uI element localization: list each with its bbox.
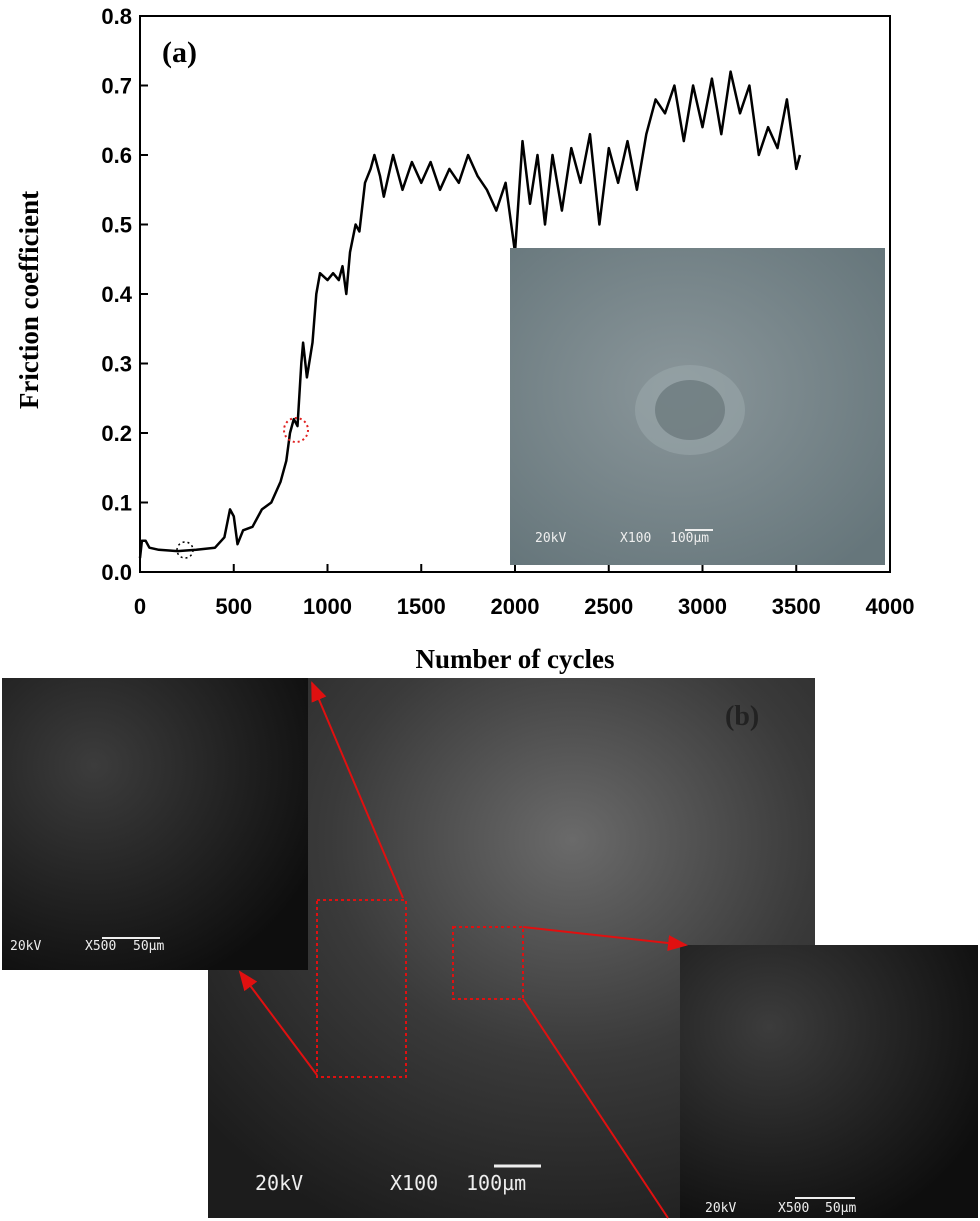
sem-label: 20kV — [10, 939, 41, 954]
x-tick-label: 500 — [215, 594, 252, 619]
y-tick-label: 0.6 — [101, 143, 132, 168]
y-tick-label: 0.1 — [101, 491, 132, 516]
x-axis-label: Number of cycles — [416, 644, 615, 674]
y-axis-label: Friction coefficient — [14, 191, 44, 409]
y-tick-label: 0.0 — [101, 560, 132, 585]
y-tick-label: 0.4 — [101, 282, 132, 307]
y-tick-label: 0.2 — [101, 421, 132, 446]
sem-zoom — [680, 945, 978, 1218]
arrow — [522, 926, 688, 951]
sem-label: 50µm — [825, 1201, 856, 1216]
x-tick-label: 1500 — [397, 594, 446, 619]
wear-scar — [655, 380, 725, 440]
arrow — [238, 970, 318, 1076]
panel-label: (b) — [725, 701, 759, 732]
y-tick-label: 0.5 — [101, 213, 132, 238]
sem-label: 20kV — [535, 531, 566, 546]
highlight-circle — [176, 541, 194, 559]
sem-label: X500 — [778, 1201, 809, 1216]
arrow — [522, 998, 669, 1219]
sem-zoom — [2, 678, 308, 970]
x-tick-label: 2000 — [491, 594, 540, 619]
sem-label: 20kV — [705, 1201, 736, 1216]
zoom-box — [452, 926, 524, 1000]
zoom-box — [316, 899, 407, 1078]
sem-label: X100 — [620, 531, 651, 546]
x-tick-label: 1000 — [303, 594, 352, 619]
y-tick-label: 0.8 — [101, 4, 132, 29]
ticks: 0 500 1000 1500 2000 2500 3000 3500 4000 0.0 0.1 0.… — [101, 4, 914, 619]
x-tick-label: 3000 — [678, 594, 727, 619]
x-tick-label: 2500 — [584, 594, 633, 619]
panel-label: (a) — [162, 36, 197, 69]
sem-label: 20kV — [255, 1171, 303, 1195]
sem-label: 50µm — [133, 939, 164, 954]
y-tick-label: 0.7 — [101, 74, 132, 99]
highlight-circle — [283, 417, 309, 443]
arrow — [311, 681, 404, 899]
sem-label: X100 — [390, 1171, 438, 1195]
x-tick-label: 0 — [134, 594, 146, 619]
y-tick-label: 0.3 — [101, 352, 132, 377]
sem-label: 100µm — [466, 1171, 526, 1195]
friction-line — [138, 70, 802, 559]
sem-label: X500 — [85, 939, 116, 954]
sem-label: 100µm — [670, 531, 709, 546]
x-tick-label: 3500 — [772, 594, 821, 619]
x-tick-label: 4000 — [866, 594, 915, 619]
